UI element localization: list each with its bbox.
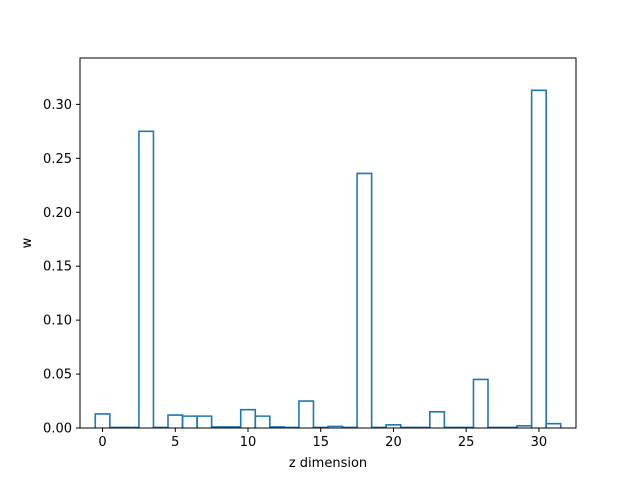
y-tick-label: 0.30 [43,98,72,113]
x-tick-label: 30 [531,435,548,450]
histogram-bar [298,400,315,428]
y-axis: 0.00 0.05 0.10 0.15 0.20 0.25 0.30 [43,98,80,437]
x-tick-label: 25 [458,435,475,450]
y-tick-label: 0.25 [43,152,72,167]
histogram-bar [429,411,446,428]
plot-area [80,58,576,428]
y-tick-label: 0.20 [43,206,72,221]
y-tick-label: 0.00 [43,422,72,437]
histogram-bar [472,378,489,428]
y-tick-label: 0.15 [43,260,72,275]
x-axis: 0 5 10 15 20 25 30 [98,428,547,450]
y-axis-label: w [20,237,35,248]
plot-frame [79,57,577,429]
histogram-bar [385,423,402,428]
histogram-bar [138,130,155,428]
histogram-bar [94,413,111,428]
histogram-bar [356,172,373,428]
histogram-bar [196,415,213,428]
x-tick-label: 15 [312,435,329,450]
histogram-bar [545,422,562,428]
x-axis-label: z dimension [289,456,367,471]
y-tick-label: 0.10 [43,314,72,329]
x-tick-label: 20 [385,435,402,450]
x-tick-label: 10 [240,435,257,450]
x-tick-label: 0 [98,435,106,450]
x-tick-label: 5 [171,435,179,450]
histogram-bar [254,415,271,428]
y-tick-label: 0.05 [43,368,72,383]
histogram-bar [530,89,547,428]
